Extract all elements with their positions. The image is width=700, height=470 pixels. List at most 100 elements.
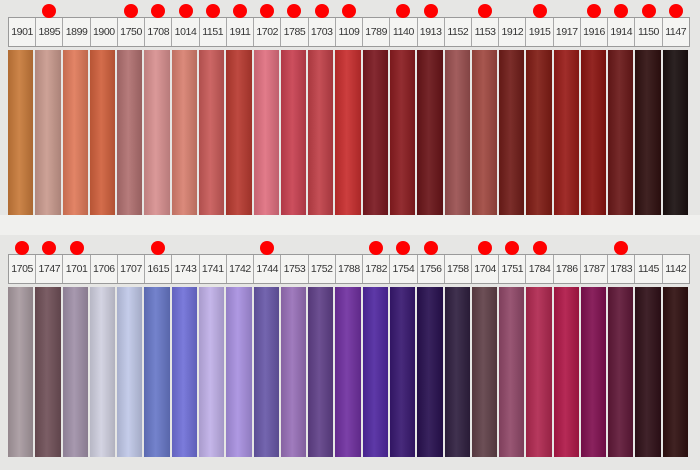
thread-swatch xyxy=(308,287,334,457)
color-code-label: 1142 xyxy=(663,255,689,283)
color-code: 1900 xyxy=(92,26,115,38)
thread-swatch xyxy=(580,50,607,215)
thread-swatch xyxy=(362,287,388,457)
color-code: 1911 xyxy=(229,26,251,38)
thread-swatch xyxy=(117,287,143,457)
thread-swatch xyxy=(580,287,607,457)
thread-swatch xyxy=(253,287,279,457)
marker-dot xyxy=(260,241,275,255)
thread-swatch xyxy=(499,287,525,457)
color-code-label: 1014 xyxy=(172,4,200,46)
thread-swatch xyxy=(198,50,225,215)
marker-dot xyxy=(151,241,166,255)
thread-swatch xyxy=(553,50,579,215)
color-code: 1750 xyxy=(120,26,142,38)
color-code-label: 1150 xyxy=(635,4,663,46)
thread-swatch xyxy=(280,287,307,457)
color-code-label: 1753 xyxy=(281,255,309,283)
color-code: 1145 xyxy=(638,263,659,275)
color-code-label: 1704 xyxy=(472,241,500,283)
thread-swatch xyxy=(335,287,361,457)
color-code-label: 1911 xyxy=(227,4,255,46)
thread-swatch xyxy=(662,50,689,215)
color-code: 1109 xyxy=(338,26,360,38)
thread-swatch xyxy=(635,50,661,215)
thread-swatch xyxy=(553,287,579,457)
color-code-label: 1756 xyxy=(418,241,445,283)
marker-dot xyxy=(532,4,547,18)
color-code: 1747 xyxy=(38,263,61,275)
marker-dot xyxy=(314,4,329,18)
color-code: 1150 xyxy=(638,26,659,38)
marker-dot xyxy=(423,4,438,18)
color-code: 1151 xyxy=(202,26,224,38)
color-row-1: 1901 1895 1899 1900 1750 1708 1014 1151 1911 1702… xyxy=(8,4,690,215)
thread-swatch xyxy=(226,287,252,457)
thread-swatch xyxy=(444,287,470,457)
color-code: 1741 xyxy=(201,263,224,275)
thread-swatch xyxy=(308,50,334,215)
color-code-label: 1744 xyxy=(254,241,282,283)
color-code-label: 1916 xyxy=(581,4,609,46)
marker-dot xyxy=(532,241,547,255)
color-code-label: 1702 xyxy=(254,4,282,46)
thread-swatch xyxy=(471,50,498,215)
marker-dot xyxy=(124,4,139,18)
marker-dot xyxy=(614,241,629,255)
color-code: 1783 xyxy=(610,263,633,275)
marker-dot xyxy=(668,4,683,18)
color-code: 1751 xyxy=(501,263,524,275)
color-code: 1147 xyxy=(665,26,687,38)
color-code-label: 1741 xyxy=(200,255,227,283)
thread-swatch xyxy=(62,50,88,215)
marker-dot xyxy=(42,4,57,18)
color-code-label: 1750 xyxy=(118,4,146,46)
color-code: 1895 xyxy=(38,26,61,38)
color-code-label: 1706 xyxy=(91,255,118,283)
color-code-label: 1751 xyxy=(499,241,527,283)
color-code-label: 1758 xyxy=(445,255,472,283)
thread-swatch xyxy=(35,287,61,457)
color-code-label: 1895 xyxy=(36,4,64,46)
color-code: 1758 xyxy=(446,263,469,275)
color-code: 1917 xyxy=(555,26,578,38)
color-code: 1703 xyxy=(310,26,333,38)
thread-swatch xyxy=(526,50,552,215)
thread-swatch xyxy=(417,50,443,215)
color-code-label: 1705 xyxy=(9,241,37,283)
color-code-label: 1789 xyxy=(363,18,391,46)
thread-swatch xyxy=(171,287,197,457)
color-code-label: 1109 xyxy=(336,4,364,46)
color-code: 1789 xyxy=(365,26,388,38)
color-code: 1701 xyxy=(65,263,88,275)
color-code-label: 1900 xyxy=(91,18,118,46)
color-code: 1913 xyxy=(419,26,442,38)
thread-swatch xyxy=(198,287,225,457)
color-code-label: 1915 xyxy=(526,4,554,46)
color-code-label: 1917 xyxy=(554,18,581,46)
color-code: 1140 xyxy=(392,26,414,38)
color-code-label: 1703 xyxy=(309,4,336,46)
color-code-label: 1151 xyxy=(200,4,227,46)
color-code-label: 1140 xyxy=(390,4,418,46)
marker-dot xyxy=(614,4,629,18)
color-code: 1707 xyxy=(120,263,142,275)
color-code: 1615 xyxy=(147,263,170,275)
marker-dot xyxy=(505,241,520,255)
color-code-label: 1701 xyxy=(63,241,91,283)
color-code: 1708 xyxy=(147,26,170,38)
color-code-label: 1153 xyxy=(472,4,500,46)
color-code-label: 1615 xyxy=(145,241,173,283)
thread-swatch xyxy=(171,50,197,215)
color-code: 1788 xyxy=(338,263,360,275)
thread-swatch xyxy=(8,287,34,457)
marker-dot xyxy=(151,4,166,18)
thread-swatch xyxy=(608,287,634,457)
color-code: 1782 xyxy=(365,263,388,275)
color-code: 1753 xyxy=(283,263,306,275)
thread-swatch xyxy=(662,287,689,457)
color-code-label: 1787 xyxy=(581,255,609,283)
thread-swatch xyxy=(144,50,170,215)
color-code-label: 1145 xyxy=(635,255,663,283)
marker-dot xyxy=(178,4,193,18)
